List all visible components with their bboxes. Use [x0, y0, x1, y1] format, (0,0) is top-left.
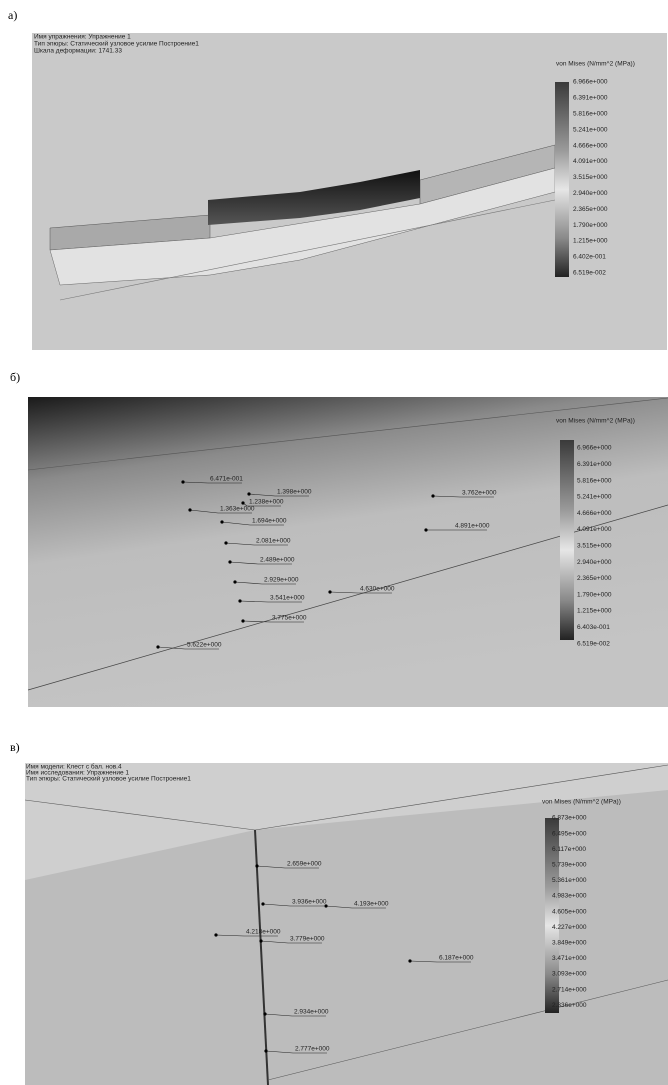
probe-dot: [224, 541, 227, 544]
legend-title: von Mises (N/mm^2 (MPa)): [556, 418, 635, 425]
legend-value: 6.117e+000: [552, 846, 586, 853]
probe-label: 2.934e+000: [294, 1009, 329, 1016]
probe-label: 1.398e+000: [277, 489, 312, 496]
color-bar: [560, 440, 574, 640]
legend-value: 3.515e+000: [573, 174, 608, 181]
probe-dot: [228, 560, 231, 563]
probe-label: 2.489e+000: [260, 557, 295, 564]
legend-value: 1.790e+000: [577, 591, 612, 598]
probe-dot: [264, 1049, 267, 1052]
probe-dot: [431, 494, 434, 497]
panel-a: [32, 33, 667, 350]
legend-value: 4.666e+000: [573, 142, 608, 149]
legend-value: 4.227e+000: [552, 924, 587, 931]
probe-label: 1.694e+000: [252, 518, 287, 525]
legend-value: 6.391e+000: [573, 95, 608, 102]
probe-label: 4.218e+000: [246, 929, 281, 936]
legend-value: 2.365e+000: [577, 575, 612, 582]
legend-value: 6.873e+000: [552, 815, 587, 822]
probe-label: 3.775e+000: [272, 615, 307, 622]
legend-value: 6.391e+000: [577, 461, 612, 468]
legend-value: 6.966e+000: [573, 79, 608, 86]
header-line: Шкала деформации: 1741.33: [34, 48, 122, 55]
legend-value: 5.241e+000: [573, 126, 608, 133]
legend-value: 4.091e+000: [573, 158, 608, 165]
probe-dot: [214, 933, 217, 936]
probe-label: 3.541e+000: [270, 595, 305, 602]
legend-value: 4.666e+000: [577, 510, 612, 517]
legend-value: 6.519e-002: [577, 640, 610, 647]
legend-value: 2.714e+000: [552, 986, 587, 993]
header-line: Тип эпюры: Статический узловое усилие По…: [34, 40, 199, 48]
panel-label: в): [10, 740, 20, 754]
legend-value: 4.605e+000: [552, 908, 587, 915]
legend-value: 6.495e+000: [552, 830, 587, 837]
legend-value: 2.365e+000: [573, 206, 608, 213]
legend-value: 2.940e+000: [573, 190, 608, 197]
probe-dot: [220, 520, 223, 523]
legend-value: 6.966e+000: [577, 445, 612, 452]
probe-label: 1.363e+000: [220, 506, 255, 513]
panel-b: [28, 397, 668, 707]
panel-label: а): [8, 8, 17, 22]
legend-value: 5.816e+000: [577, 477, 612, 484]
legend-value: 3.471e+000: [552, 955, 587, 962]
probe-dot: [261, 902, 264, 905]
legend-value: 1.790e+000: [573, 222, 608, 229]
legend-value: 6.403e-001: [577, 624, 610, 631]
probe-label: 3.779e+000: [290, 936, 325, 943]
probe-dot: [255, 864, 258, 867]
probe-dot: [238, 599, 241, 602]
color-bar: [555, 82, 569, 277]
legend-value: 5.241e+000: [577, 494, 612, 501]
legend-title: von Mises (N/mm^2 (MPa)): [556, 61, 635, 68]
legend-value: 6.519e-002: [573, 270, 606, 277]
legend-value: 4.983e+000: [552, 893, 587, 900]
legend-value: 1.215e+000: [577, 608, 612, 615]
probe-dot: [241, 501, 244, 504]
legend-value: 3.515e+000: [577, 543, 612, 550]
legend-value: 4.091e+000: [577, 526, 612, 533]
probe-label: 4.630e+000: [360, 586, 395, 593]
legend-value: 1.215e+000: [573, 238, 608, 245]
probe-dot: [328, 590, 331, 593]
probe-dot: [324, 904, 327, 907]
probe-label: 3.936e+000: [292, 899, 327, 906]
header-line: Тип эпюры: Статический узловое усилие По…: [26, 775, 191, 783]
legend-value: 5.816e+000: [573, 111, 608, 118]
probe-dot: [233, 580, 236, 583]
probe-dot: [247, 492, 250, 495]
legend-title: von Mises (N/mm^2 (MPa)): [542, 799, 621, 806]
legend-value: 5.739e+000: [552, 862, 587, 869]
probe-dot: [156, 645, 159, 648]
legend-value: 3.093e+000: [552, 971, 587, 978]
probe-label: 3.762e+000: [462, 490, 497, 497]
probe-dot: [408, 959, 411, 962]
legend-value: 6.402e-001: [573, 254, 606, 261]
figure: а) б) в) Имя упражнения: Упражнение 1Тип…: [0, 0, 668, 1085]
probe-dot: [188, 508, 191, 511]
probe-dot: [263, 1012, 266, 1015]
legend-value: 2.336e+000: [552, 1002, 587, 1009]
probe-label: 6.471e-001: [210, 476, 243, 483]
probe-label: 6.187e+000: [439, 955, 474, 962]
probe-label: 5.622e+000: [187, 642, 222, 649]
probe-label: 2.659e+000: [287, 861, 322, 868]
probe-dot: [181, 480, 184, 483]
probe-label: 4.193e+000: [354, 901, 389, 908]
legend-value: 3.849e+000: [552, 940, 587, 947]
probe-label: 4.891e+000: [455, 523, 490, 530]
probe-label: 2.777e+000: [295, 1046, 330, 1053]
probe-dot: [259, 939, 262, 942]
panel-label: б): [10, 370, 20, 384]
legend-value: 5.361e+000: [552, 877, 587, 884]
probe-label: 2.081e+000: [256, 538, 291, 545]
probe-dot: [424, 528, 427, 531]
probe-label: 2.929e+000: [264, 577, 299, 584]
probe-label: 1.238e+000: [249, 499, 284, 506]
legend-value: 2.940e+000: [577, 559, 612, 566]
probe-dot: [241, 619, 244, 622]
header-line: Имя упражнения: Упражнение 1: [34, 34, 131, 41]
